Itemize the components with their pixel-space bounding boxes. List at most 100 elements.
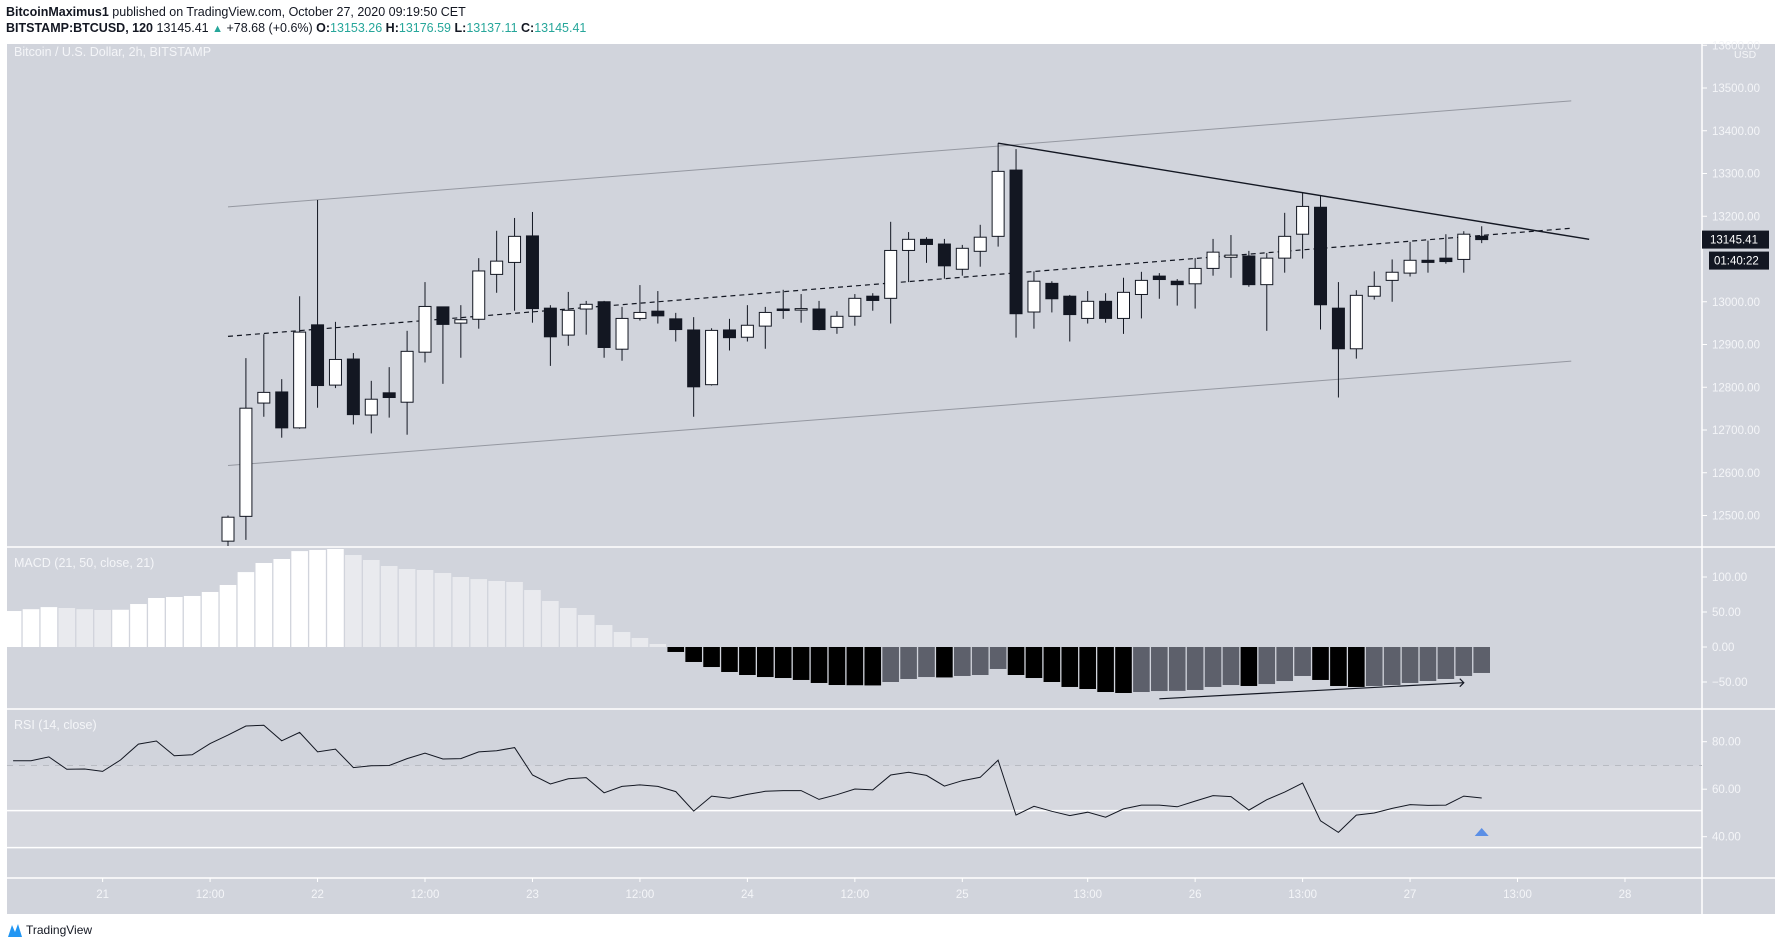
rsi-pane-title: RSI (14, close): [14, 718, 97, 732]
candle-body-down: [1331, 307, 1345, 350]
macd-histogram-bar: [900, 647, 917, 679]
macd-histogram-bar: [488, 580, 505, 647]
macd-histogram-bar: [1330, 647, 1347, 686]
macd-histogram-bar: [1437, 647, 1455, 679]
macd-histogram-bar: [918, 647, 935, 678]
macd-histogram-bar: [1043, 647, 1061, 682]
candle-body-up: [293, 331, 307, 429]
macd-histogram-bar: [201, 591, 219, 647]
macd-histogram-bar: [255, 563, 273, 647]
candle-body-up: [239, 407, 253, 517]
candle-body-up: [973, 236, 987, 252]
candle: [615, 306, 629, 361]
time-tick-label: 24: [741, 889, 754, 901]
rsi-tick-label: 80.00: [1712, 737, 1741, 749]
macd-histogram-bar: [954, 647, 971, 676]
candle-body-up: [1296, 205, 1310, 235]
trendline-channel-lower: [227, 360, 1572, 466]
candle-body-up: [1027, 280, 1041, 313]
triangle-up-icon: [1474, 827, 1489, 836]
candle: [1099, 293, 1113, 323]
macd-histogram-bar: [219, 584, 237, 647]
candle: [1206, 238, 1220, 276]
candle-body-up: [221, 516, 235, 542]
candle: [328, 321, 342, 389]
candle: [1170, 279, 1184, 306]
macd-histogram-bar: [291, 551, 308, 647]
candle-body-down: [1242, 255, 1256, 286]
macd-histogram-bar: [362, 559, 380, 647]
macd-histogram-bar: [613, 632, 631, 647]
macd-histogram-bar: [1365, 647, 1383, 686]
macd-histogram-bar: [398, 569, 416, 647]
macd-histogram-bar: [148, 598, 165, 647]
last-price-tag-label: 13145.41: [1710, 235, 1758, 247]
candle: [400, 330, 414, 435]
price-pane: [221, 100, 1590, 546]
macd-histogram-bar: [40, 607, 58, 647]
macd-histogram-bar: [774, 647, 792, 679]
macd-histogram-bar: [810, 647, 828, 683]
macd-histogram-bar: [559, 608, 577, 647]
time-tick-label: 13:00: [1288, 889, 1317, 901]
candle-body-up: [830, 315, 844, 328]
macd-histogram-bar: [631, 637, 649, 647]
candle: [866, 293, 880, 311]
macd-histogram-bar: [1168, 647, 1186, 691]
macd-histogram-bar: [165, 597, 183, 647]
macd-tick-label: −50.00: [1712, 677, 1748, 689]
candle-body-up: [1260, 257, 1274, 286]
price-unit-label: USD: [1734, 49, 1757, 61]
candle-body-down: [1045, 282, 1059, 300]
candle: [1296, 192, 1310, 259]
macd-histogram-bar: [1276, 647, 1293, 682]
candle: [937, 238, 951, 279]
macd-histogram-bar: [1258, 647, 1276, 685]
candle: [239, 358, 253, 540]
candle: [830, 311, 844, 334]
macd-histogram-bar: [739, 647, 756, 675]
candle: [919, 237, 933, 263]
macd-histogram-bar: [828, 647, 846, 686]
candle: [257, 334, 271, 417]
time-tick-label: 12:00: [840, 889, 869, 901]
candle: [1421, 240, 1435, 273]
macd-histogram-bar: [703, 647, 720, 668]
candle-body-down: [919, 238, 933, 245]
macd-histogram-bar: [1204, 647, 1222, 687]
candle-body-down: [346, 358, 360, 416]
price-tick-label: 12700.00: [1712, 425, 1760, 437]
candle: [418, 282, 432, 363]
candle-body-up: [884, 249, 898, 299]
triangle-up-icon: ▲: [212, 23, 224, 35]
macd-tick-label: 0.00: [1712, 642, 1734, 654]
symbol-info: BITSTAMP:BTCUSD, 120 13145.41 ▲ +78.68 (…: [6, 21, 586, 35]
time-tick-label: 27: [1404, 889, 1417, 901]
candle-body-up: [1385, 271, 1399, 281]
macd-histogram-bar: [470, 579, 488, 647]
macd-histogram-bar: [936, 647, 953, 678]
macd-tick-label: 50.00: [1712, 607, 1741, 619]
time-tick-label: 23: [526, 889, 539, 901]
author-name[interactable]: BitcoinMaximus1: [6, 5, 109, 19]
candle: [794, 294, 808, 323]
candle: [991, 143, 1005, 247]
candle-body-up: [1403, 259, 1417, 274]
candle: [293, 296, 307, 429]
tradingview-logo-icon: [8, 924, 22, 937]
macd-histogram-bar: [7, 611, 22, 647]
candle-body-up: [794, 308, 808, 311]
price-pane-title: Bitcoin / U.S. Dollar, 2h, BITSTAMP: [14, 45, 212, 59]
candle: [1134, 271, 1148, 319]
candle: [1242, 250, 1256, 287]
candle-body-up: [418, 305, 432, 353]
candle-body-down: [722, 329, 736, 339]
candle-body-down: [669, 318, 683, 331]
candle: [364, 380, 378, 434]
tradingview-logo[interactable]: TradingView: [7, 922, 92, 938]
time-tick-label: 12:00: [196, 889, 225, 901]
candle-body-up: [991, 170, 1005, 237]
countdown-tag: [1709, 251, 1769, 270]
candle-body-up: [633, 311, 647, 319]
